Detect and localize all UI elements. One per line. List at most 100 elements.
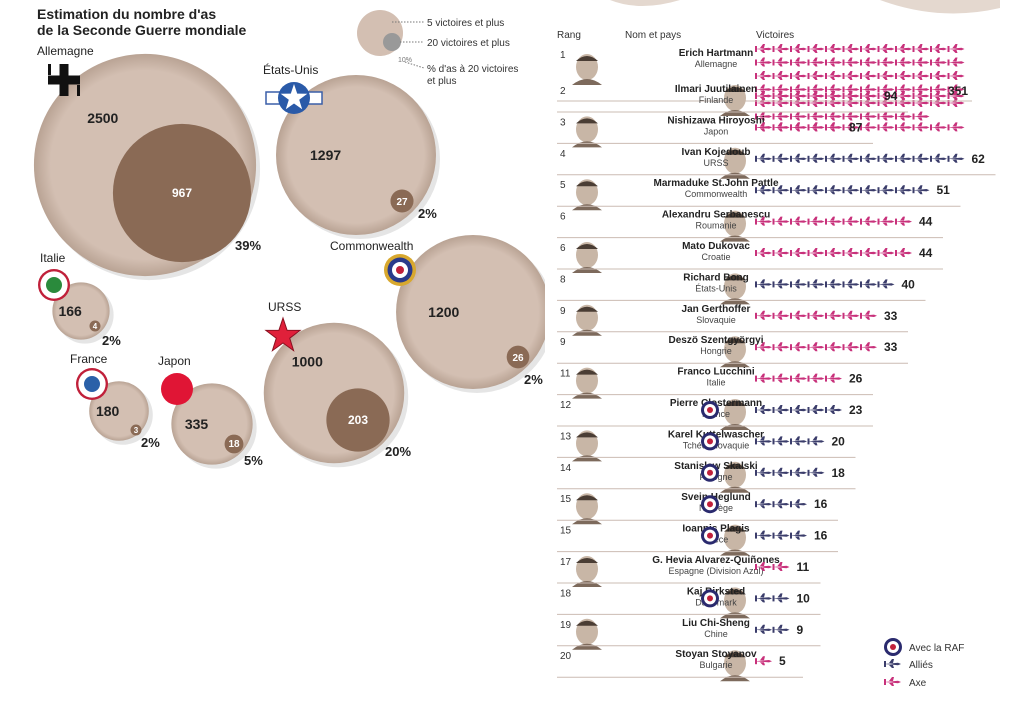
cross-tip	[48, 64, 51, 75]
plane-wing	[812, 122, 818, 132]
plane-fuselage	[825, 157, 842, 160]
plane-tail	[895, 187, 897, 194]
plane-tail	[790, 124, 792, 131]
plane-fuselage	[755, 126, 772, 129]
plane-fuselage	[790, 115, 807, 118]
plane-tail	[877, 46, 880, 52]
portrait-icon	[572, 430, 602, 462]
plane-tail	[877, 281, 880, 288]
plane-wing	[812, 279, 818, 289]
plane-fuselage	[842, 251, 860, 255]
portrait-shoulders	[572, 141, 602, 148]
plane-tail	[772, 532, 775, 539]
plane-wing	[830, 111, 835, 121]
plane-wing	[865, 44, 870, 53]
victory-plane-mark	[807, 373, 825, 383]
plane-wing	[952, 91, 958, 100]
pilot-rank: 18	[560, 588, 572, 599]
plane-tail	[755, 218, 757, 225]
victory-plane-mark	[895, 216, 912, 226]
victory-plane-mark	[825, 373, 842, 383]
plane-wing	[777, 44, 783, 53]
victory-plane-mark	[825, 185, 842, 195]
plane-wing	[952, 71, 958, 80]
plane-wing	[795, 44, 800, 53]
victory-plane-mark	[755, 310, 772, 320]
plane-fuselage	[772, 101, 790, 105]
plane-fuselage	[807, 251, 825, 255]
plane-fuselage	[912, 88, 930, 91]
pilot-victories: 40	[902, 277, 916, 291]
victory-plane-mark	[930, 91, 947, 100]
plane-wing	[777, 373, 783, 383]
plane-fuselage	[930, 126, 947, 129]
plane-fuselage	[772, 61, 790, 64]
cross-tip	[77, 85, 80, 96]
plane-wing	[795, 499, 800, 509]
plane-fuselage	[807, 283, 825, 286]
bubble-value-20-plus: 4	[93, 322, 98, 331]
victory-plane-mark	[807, 405, 825, 414]
plane-fuselage	[860, 283, 877, 286]
plane-fuselage	[772, 88, 790, 91]
pilot-country: Espagne (Division Azul)	[668, 566, 763, 576]
victory-plane-mark	[807, 467, 825, 477]
plane-tail	[860, 312, 862, 319]
pilot-name: Franco Lucchini	[677, 367, 754, 378]
victory-plane-mark	[877, 71, 895, 80]
plane-wing	[935, 91, 940, 100]
victory-plane-mark	[772, 122, 790, 132]
pilot-name: Ivan Kojedoub	[682, 147, 751, 158]
plane-tail	[930, 86, 932, 93]
plane-tail	[755, 312, 757, 319]
plane-wing	[795, 310, 800, 320]
plane-tail	[755, 46, 757, 52]
plane-fuselage	[825, 377, 842, 380]
plane-tail	[772, 218, 775, 225]
victory-plane-mark	[860, 185, 877, 195]
plane-wing	[812, 342, 818, 352]
legend-raf-center	[890, 644, 896, 650]
plane-fuselage	[772, 314, 790, 317]
pilot-rank: 3	[560, 117, 566, 128]
balkenkreuz-icon	[48, 64, 80, 96]
victory-plane-mark	[755, 530, 772, 540]
plane-tail	[947, 59, 950, 66]
plane-tail	[807, 73, 810, 79]
plane-tail	[825, 312, 827, 319]
portrait-hair	[576, 495, 598, 501]
header-name: Nom et pays	[625, 30, 682, 41]
plane-tail	[772, 407, 775, 413]
plane-fuselage	[912, 126, 930, 129]
plane-wing	[935, 44, 940, 53]
plane-tail	[772, 595, 775, 602]
plane-fuselage	[825, 314, 842, 317]
raf-roundel-center	[707, 501, 713, 508]
plane-wing	[795, 111, 800, 121]
plane-fuselage	[895, 101, 912, 105]
plane-fuselage	[772, 47, 790, 51]
plane-wing	[812, 98, 818, 107]
plane-wing	[760, 57, 765, 67]
plane-wing	[830, 310, 835, 320]
plane-wing	[847, 310, 853, 320]
bubble-value-20-plus: 26	[512, 353, 524, 364]
plane-wing	[882, 57, 888, 67]
legend-raf-label: Avec la RAF	[909, 643, 964, 654]
plane-wing	[795, 342, 800, 352]
pilot-name: Erich Hartmann	[679, 48, 753, 59]
portrait-shoulders	[572, 643, 602, 650]
plane-fuselage	[790, 346, 807, 349]
victory-plane-mark	[877, 279, 895, 289]
plane-wing	[760, 593, 765, 603]
plane-wing	[935, 122, 940, 132]
plane-tail	[807, 375, 810, 382]
plane-wing	[952, 122, 958, 132]
victory-plane-mark	[912, 44, 930, 53]
plane-wing	[900, 248, 905, 257]
victory-plane-mark	[772, 111, 790, 121]
plane-tail	[860, 124, 862, 131]
pilot-country: Roumanie	[695, 221, 736, 231]
plane-fuselage	[790, 408, 807, 412]
